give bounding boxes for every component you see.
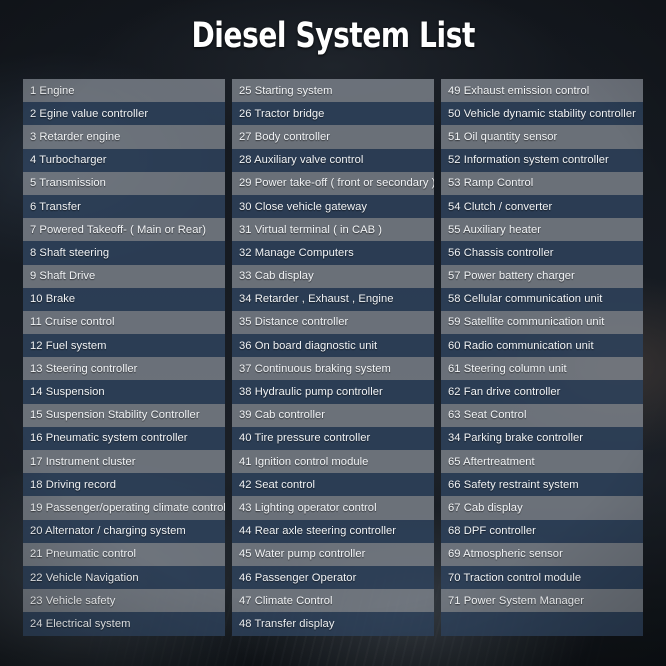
table-row[interactable]: 58 Cellular communication unit <box>441 287 643 311</box>
table-row[interactable]: 60 Radio communication unit <box>441 334 643 358</box>
table-row[interactable]: 45 Water pump controller <box>232 542 434 566</box>
table-row[interactable]: 62 Fan drive controller <box>441 380 643 404</box>
table-row[interactable]: 34 Parking brake controller <box>441 426 643 450</box>
table-row[interactable]: 69 Atmospheric sensor <box>441 542 643 566</box>
table-row[interactable]: 46 Passenger Operator <box>232 565 434 590</box>
title-bar: Diesel System List <box>0 0 666 72</box>
table-row[interactable]: 71 Power System Manager <box>441 589 643 613</box>
table-row[interactable]: 11 Cruise control <box>23 310 225 335</box>
table-row[interactable]: 10 Brake <box>23 287 225 311</box>
table-row[interactable]: 27 Body controller <box>232 125 434 149</box>
table-row[interactable]: 6 Transfer <box>23 194 225 219</box>
table-row[interactable]: 59 Satellite communication unit <box>441 310 643 335</box>
table-row[interactable]: 38 Hydraulic pump controller <box>232 380 434 404</box>
table-row[interactable]: 14 Suspension <box>23 380 225 404</box>
column-2: 25 Starting system 26 Tractor bridge 27 Bo… <box>232 79 434 636</box>
table-row[interactable]: 29 Power take-off ( front or secondary ) <box>232 171 434 195</box>
table-row[interactable]: 40 Tire pressure controller <box>232 426 434 450</box>
table-row[interactable]: 56 Chassis controller <box>441 241 643 265</box>
table-row[interactable]: 68 DPF controller <box>441 519 643 543</box>
table-row[interactable]: 16 Pneumatic system controller <box>23 426 225 450</box>
table-row[interactable]: 12 Fuel system <box>23 334 225 358</box>
table-row[interactable]: 8 Shaft steering <box>23 241 225 265</box>
column-1: 1 Engine 2 Egine value controller 3 Retard… <box>23 79 225 636</box>
table-row[interactable]: 17 Instrument cluster <box>23 450 225 474</box>
table-row[interactable]: 15 Suspension Stability Controller <box>23 403 225 427</box>
table-row[interactable]: 50 Vehicle dynamic stability controller <box>441 102 643 126</box>
table-row[interactable]: 52 Information system controller <box>441 148 643 172</box>
table-row[interactable]: 35 Distance controller <box>232 310 434 335</box>
table-row[interactable]: 44 Rear axle steering controller <box>232 519 434 543</box>
table-row[interactable]: 66 Safety restraint system <box>441 473 643 497</box>
page-title: Diesel System List <box>191 16 475 56</box>
table-row[interactable]: 24 Electrical system <box>23 612 225 636</box>
table-row[interactable]: 26 Tractor bridge <box>232 102 434 126</box>
table-row[interactable]: 19 Passenger/operating climate control <box>23 496 225 520</box>
table-row[interactable]: 57 Power battery charger <box>441 264 643 288</box>
table-row[interactable]: 34 Retarder , Exhaust , Engine <box>232 287 434 311</box>
table-row[interactable]: 47 Climate Control <box>232 589 434 613</box>
table-row[interactable]: 2 Egine value controller <box>23 102 225 126</box>
table-row[interactable]: 67 Cab display <box>441 496 643 520</box>
table-row[interactable]: 53 Ramp Control <box>441 171 643 195</box>
table-row[interactable]: 54 Clutch / converter <box>441 194 643 219</box>
system-list-table: 1 Engine 2 Egine value controller 3 Retard… <box>23 79 643 636</box>
table-row[interactable]: 55 Auxiliary heater <box>441 218 643 242</box>
table-row[interactable]: 13 Steering controller <box>23 357 225 381</box>
table-row[interactable]: 23 Vehicle safety <box>23 589 225 613</box>
table-row[interactable]: 5 Transmission <box>23 171 225 195</box>
table-row[interactable]: 7 Powered Takeoff- ( Main or Rear) <box>23 218 225 242</box>
table-row[interactable]: 28 Auxiliary valve control <box>232 148 434 172</box>
table-row[interactable]: 39 Cab controller <box>232 403 434 427</box>
table-row[interactable]: 4 Turbocharger <box>23 148 225 172</box>
table-row[interactable]: 18 Driving record <box>23 473 225 497</box>
table-row[interactable]: 70 Traction control module <box>441 565 643 590</box>
table-row[interactable]: 21 Pneumatic control <box>23 542 225 566</box>
table-row[interactable]: 3 Retarder engine <box>23 125 225 149</box>
table-row[interactable]: 36 On board diagnostic unit <box>232 334 434 358</box>
table-row[interactable]: 33 Cab display <box>232 264 434 288</box>
column-3: 49 Exhaust emission control 50 Vehicle dy… <box>441 79 643 636</box>
table-row[interactable]: 42 Seat control <box>232 473 434 497</box>
table-row[interactable]: 43 Lighting operator control <box>232 496 434 520</box>
table-row[interactable]: 32 Manage Computers <box>232 241 434 265</box>
table-row[interactable]: 63 Seat Control <box>441 403 643 427</box>
table-row[interactable]: 9 Shaft Drive <box>23 264 225 288</box>
table-row[interactable]: 30 Close vehicle gateway <box>232 194 434 219</box>
table-row[interactable]: 20 Alternator / charging system <box>23 519 225 543</box>
table-row[interactable]: 25 Starting system <box>232 79 434 103</box>
table-row[interactable]: 37 Continuous braking system <box>232 357 434 381</box>
table-row[interactable]: 61 Steering column unit <box>441 357 643 381</box>
table-row[interactable]: 1 Engine <box>23 79 225 103</box>
table-row[interactable]: 48 Transfer display <box>232 612 434 636</box>
table-row[interactable]: 65 Aftertreatment <box>441 450 643 474</box>
table-row[interactable]: 51 Oil quantity sensor <box>441 125 643 149</box>
table-row[interactable]: 49 Exhaust emission control <box>441 79 643 103</box>
table-row[interactable]: 22 Vehicle Navigation <box>23 565 225 590</box>
table-row[interactable]: 41 Ignition control module <box>232 450 434 474</box>
table-row[interactable]: 31 Virtual terminal ( in CAB ) <box>232 218 434 242</box>
table-row-empty[interactable] <box>441 612 643 636</box>
